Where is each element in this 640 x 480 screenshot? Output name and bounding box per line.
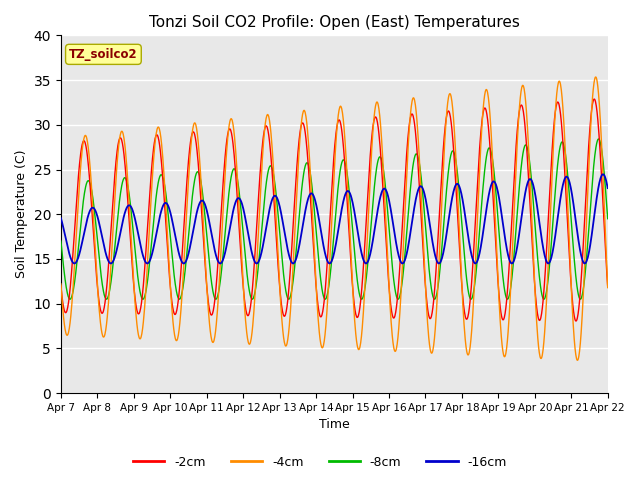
- Title: Tonzi Soil CO2 Profile: Open (East) Temperatures: Tonzi Soil CO2 Profile: Open (East) Temp…: [149, 15, 520, 30]
- X-axis label: Time: Time: [319, 419, 349, 432]
- Text: TZ_soilco2: TZ_soilco2: [69, 48, 138, 61]
- Legend: -2cm, -4cm, -8cm, -16cm: -2cm, -4cm, -8cm, -16cm: [128, 451, 512, 474]
- Y-axis label: Soil Temperature (C): Soil Temperature (C): [15, 150, 28, 278]
